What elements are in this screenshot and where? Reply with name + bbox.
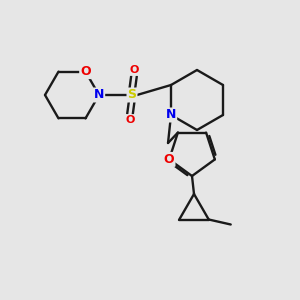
- Text: N: N: [94, 88, 104, 101]
- Text: O: O: [125, 115, 135, 125]
- Text: O: O: [80, 65, 91, 78]
- Text: N: N: [166, 109, 176, 122]
- Text: O: O: [129, 65, 139, 75]
- Text: O: O: [164, 153, 175, 166]
- Text: S: S: [128, 88, 136, 101]
